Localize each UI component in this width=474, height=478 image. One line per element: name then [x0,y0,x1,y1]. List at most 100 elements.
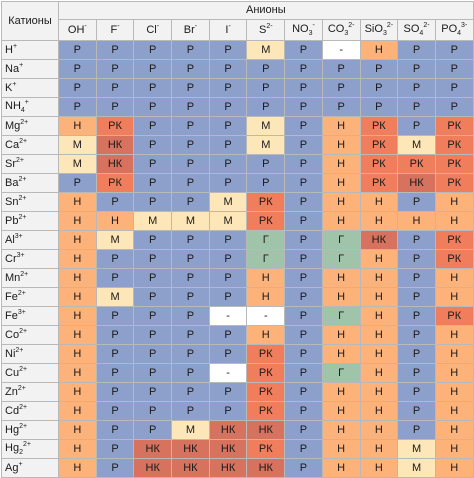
solubility-cell: Н [58,363,97,383]
solubility-cell: РК [359,116,399,136]
solubility-cell: Р [171,192,210,212]
solubility-cell: Р [171,40,210,60]
solubility-cell: - [208,306,248,326]
solubility-cell: Н [58,287,97,307]
table-row: Ag+ Н Р НК НК НК НК Р Н Н М Н [1,458,474,478]
cation-label: Hg2+ [1,420,59,440]
solubility-cell: Н [58,382,97,402]
cation-label: Na+ [1,59,59,79]
solubility-cell: Р [133,344,173,364]
solubility-cell: Н [58,439,97,459]
solubility-cell: Н [321,173,361,193]
solubility-cell: Р [284,173,323,193]
table-row: Hg22+ Н Р НК НК НК РК Р Н Н М Н [1,439,474,459]
solubility-cell: Р [284,306,323,326]
solubility-cell: Р [434,97,474,117]
solubility-cell: Н [359,439,399,459]
solubility-cell: Р [208,173,248,193]
solubility-cell: Р [397,192,436,212]
cation-label: Cd2+ [1,401,59,421]
solubility-cell: Н [58,401,97,421]
solubility-cell: Н [434,268,474,288]
solubility-cell: Р [133,40,173,60]
solubility-cell: Р [246,154,286,174]
cation-label: Al3+ [1,230,59,250]
solubility-cell: Р [397,287,436,307]
solubility-cell: Р [208,59,248,79]
solubility-cell: Р [284,249,323,269]
solubility-cell: Р [208,401,248,421]
solubility-cell: Н [434,401,474,421]
solubility-cell: РК [434,116,474,136]
solubility-cell: М [397,439,436,459]
solubility-cell: НК [208,439,248,459]
cation-label: Fe2+ [1,287,59,307]
solubility-cell: Н [434,458,474,478]
solubility-cell: Р [284,97,323,117]
solubility-cell: Р [208,78,248,98]
cation-label: K+ [1,78,59,98]
table-row: Fe3+ Н Р Р Р - - Р Г Н Р РК [1,306,474,326]
solubility-cell: Н [246,287,286,307]
cation-label: Ca2+ [1,135,59,155]
solubility-cell: Р [284,59,323,79]
solubility-cell: Н [321,325,361,345]
solubility-cell: М [95,230,135,250]
solubility-cell: М [208,192,248,212]
solubility-cell: Н [434,420,474,440]
solubility-cell: Н [321,135,361,155]
solubility-cell: РК [434,173,474,193]
solubility-cell: Н [397,211,436,231]
solubility-cell: Н [321,154,361,174]
solubility-cell: Г [321,363,361,383]
solubility-cell: Р [133,363,173,383]
solubility-cell: Н [359,192,399,212]
solubility-cell: Р [284,230,323,250]
solubility-cell: Р [284,135,323,155]
table-row: Fe2+ Н М Р Р Р Н Р Н Н Р Н [1,287,474,307]
solubility-cell: М [58,154,97,174]
solubility-cell: Р [171,97,210,117]
solubility-cell: Н [321,192,361,212]
solubility-cell: М [58,135,97,155]
solubility-cell: РК [246,344,286,364]
table-row: NH4+ Р Р Р Р Р Р Р Р Р Р Р [1,97,474,117]
solubility-cell: М [95,287,135,307]
solubility-cell: Р [246,97,286,117]
table-row: K+ Р Р Р Р Р Р Р Р Р Р Р [1,78,474,98]
solubility-cell: Р [397,382,436,402]
solubility-cell: Р [133,249,173,269]
solubility-cell: Р [284,363,323,383]
solubility-cell: Р [133,154,173,174]
cation-label: Mg2+ [1,116,59,136]
solubility-cell: Р [284,287,323,307]
solubility-cell: - [246,306,286,326]
solubility-cell: НК [133,458,173,478]
table-row: Mn2+ Н Р Р Р Р Н Р Н Н Р Н [1,268,474,288]
solubility-cell: РК [434,230,474,250]
table-row: Ca2+ М НК Р Р Р М Р Н РК М РК [1,135,474,155]
solubility-cell: Н [58,306,97,326]
anion-header-row: OH- F- Cl- Br- I- S2- NO3- CO32- SiO32- SO42- PO43… [2,18,474,42]
solubility-cell: Р [284,116,323,136]
solubility-cell: Р [434,59,474,79]
solubility-cell: Р [284,439,323,459]
solubility-cell: Р [95,325,135,345]
solubility-cell: Р [208,382,248,402]
solubility-cell: Р [397,401,436,421]
solubility-cell: Р [95,268,135,288]
solubility-cell: РК [397,154,436,174]
solubility-cell: Н [58,192,97,212]
solubility-cell: НК [171,458,210,478]
table-row: Sn2+ Н Р Р Р М РК Р Н Н Р Н [1,192,474,212]
solubility-cell: РК [434,249,474,269]
solubility-cell: Р [133,116,173,136]
solubility-cell: Н [434,211,474,231]
solubility-cell: Р [359,78,399,98]
solubility-cell: Р [95,59,135,79]
solubility-cell: Н [321,401,361,421]
solubility-cell: Р [95,439,135,459]
solubility-cell: Н [434,382,474,402]
solubility-cell: Р [95,382,135,402]
solubility-cell: Н [359,325,399,345]
